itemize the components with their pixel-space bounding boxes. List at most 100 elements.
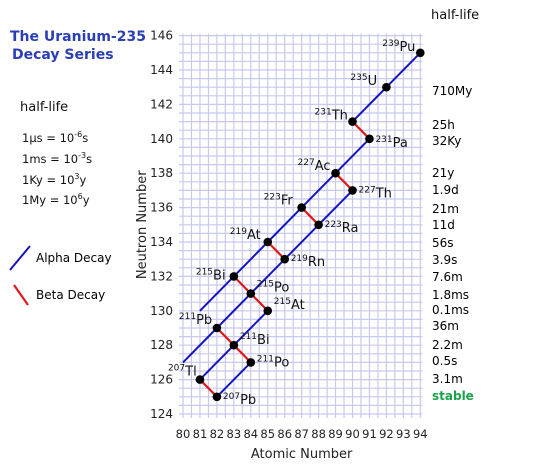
nuclide-point <box>348 117 357 126</box>
half-life-value: stable <box>432 389 474 403</box>
chart-title: The Uranium-235 Decay Series <box>10 28 146 64</box>
nuclide-label: 227Ac <box>298 158 331 174</box>
nuclide-label: 223Fr <box>264 193 294 209</box>
mass-number: 231 <box>375 135 392 145</box>
mass-number: 211 <box>240 332 257 342</box>
half-life-value: 7.6m <box>432 270 463 284</box>
element-symbol: Fr <box>281 194 294 209</box>
element-symbol: Ra <box>342 221 359 236</box>
half-life-value: 0.1ms <box>432 303 470 317</box>
half-life-value: 710My <box>432 84 473 98</box>
y-tick-label: 126 <box>150 373 173 387</box>
mass-number: 223 <box>325 220 342 230</box>
mass-number: 231 <box>315 108 332 118</box>
mass-number: 211 <box>257 354 274 364</box>
nuclide-point <box>263 237 273 247</box>
legend-beta-swatch <box>13 284 29 306</box>
nuclide-label: 231Pa <box>375 135 407 151</box>
y-tick-label: 136 <box>150 201 173 215</box>
x-tick-label: 81 <box>193 427 208 441</box>
half-life-value: 11d <box>432 218 455 232</box>
half-life-value: 3.9s <box>432 253 458 267</box>
mass-number: 207 <box>168 364 185 374</box>
mass-number: 219 <box>230 227 247 237</box>
element-symbol: Pa <box>393 136 408 151</box>
element-symbol: Po <box>274 281 289 296</box>
unit-exponent: 3 <box>74 171 80 181</box>
unit-tail: s <box>82 130 89 145</box>
mass-number: 239 <box>382 39 399 49</box>
unit-base: 1Ky = 10 <box>22 172 75 187</box>
legend-alpha-swatch <box>9 245 31 271</box>
mass-number: 227 <box>359 185 376 195</box>
y-tick-label: 142 <box>150 97 173 111</box>
x-tick-label: 86 <box>277 427 292 441</box>
nuclide-label: 207Tl <box>168 364 197 380</box>
nuclide-label: 219Rn <box>291 254 325 270</box>
half-life-value: 56s <box>432 236 454 250</box>
half-life-value: 1.9d <box>432 183 459 197</box>
x-tick-label: 94 <box>413 427 428 441</box>
nuclide-label: 235U <box>350 73 377 89</box>
x-tick-label: 85 <box>260 427 275 441</box>
mass-number: 227 <box>298 158 315 168</box>
unit-base: 1My = 10 <box>22 193 78 208</box>
mass-number: 235 <box>350 73 367 83</box>
alpha-decay-line <box>216 361 252 398</box>
nuclide-label: 227Th <box>359 185 392 201</box>
nuclide-point <box>246 289 256 298</box>
element-symbol: U <box>368 74 378 89</box>
half-life-value: 0.5s <box>432 354 458 368</box>
nuclide-point <box>212 392 222 402</box>
x-tick-label: 87 <box>294 427 309 441</box>
mass-number: 215 <box>257 280 274 290</box>
y-tick-label: 138 <box>150 166 173 180</box>
nuclide-label: 211Po <box>257 354 290 370</box>
half-life-value: 25h <box>432 118 455 132</box>
nuclide-label: 239Pu <box>382 39 415 55</box>
element-symbol: Pb <box>240 393 256 408</box>
element-symbol: Pb <box>196 313 212 328</box>
element-symbol: Bi <box>213 268 226 283</box>
element-symbol: Ac <box>315 159 331 174</box>
alpha-decay-line <box>199 138 371 312</box>
element-symbol: Th <box>331 109 348 124</box>
element-symbol: Pu <box>399 40 415 55</box>
x-tick-label: 92 <box>379 427 394 441</box>
y-tick-label: 130 <box>150 304 173 318</box>
unit-tail: s <box>86 151 93 166</box>
nuclide-point <box>331 168 340 178</box>
nuclide-point <box>246 358 256 367</box>
nuclide-label: 219At <box>230 227 261 243</box>
x-tick-label: 91 <box>362 427 377 441</box>
x-tick-label: 80 <box>176 427 191 441</box>
y-tick-label: 146 <box>150 29 173 43</box>
y-tick-label: 134 <box>150 235 173 249</box>
unit-exponent: 6 <box>77 192 83 202</box>
x-tick-label: 88 <box>311 427 326 441</box>
unit-tail: y <box>79 172 87 187</box>
mass-number: 207 <box>223 392 240 402</box>
unit-line-my: 1My = 106y <box>22 188 92 209</box>
nuclide-point <box>195 375 205 384</box>
x-tick-label: 82 <box>210 427 225 441</box>
y-tick-label: 140 <box>150 132 173 146</box>
element-symbol: At <box>247 228 261 243</box>
half-life-value: 21m <box>432 202 459 216</box>
half-life-header: half-life <box>431 8 480 23</box>
nuclide-point <box>314 220 323 230</box>
nuclide-label: 207Pb <box>223 392 256 408</box>
unit-base: 1ms = 10 <box>22 151 79 166</box>
mass-number: 215 <box>274 297 291 307</box>
nuclide-point <box>365 134 374 144</box>
nuclide-point <box>212 323 222 333</box>
mass-number: 219 <box>291 254 308 264</box>
y-tick-label: 132 <box>150 269 173 283</box>
element-symbol: Tl <box>184 365 197 380</box>
nuclide-label: 215At <box>274 297 305 313</box>
y-tick-label: 144 <box>150 63 173 77</box>
half-life-value: 1.8ms <box>432 288 470 302</box>
x-tick-label: 90 <box>345 427 360 441</box>
half-life-value: 32Ky <box>432 134 462 148</box>
half-life-value: 21y <box>432 166 455 180</box>
